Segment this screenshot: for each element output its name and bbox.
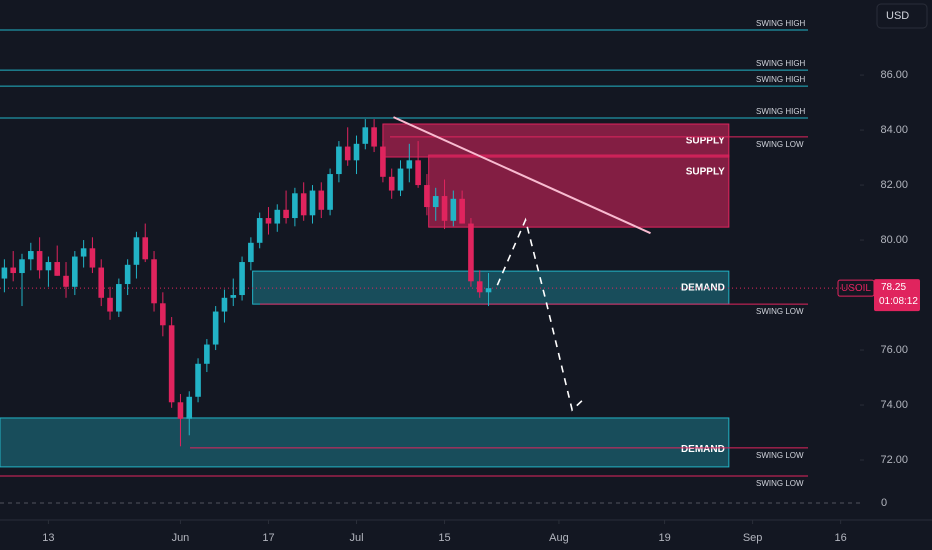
zone <box>382 123 730 158</box>
candle-body <box>441 196 448 221</box>
candle-body <box>300 193 307 216</box>
candle-body <box>344 146 351 161</box>
level-label: SWING LOW <box>756 451 804 460</box>
candle-body <box>485 288 492 293</box>
candle-body <box>274 209 281 224</box>
x-tick-label: Sep <box>743 532 763 544</box>
candle-body <box>248 242 254 263</box>
symbol-label: USOIL <box>841 283 871 294</box>
candle-body <box>36 251 43 271</box>
candle-body <box>72 256 78 287</box>
zone-label: DEMAND <box>681 444 725 455</box>
y-tick-label: 80.00 <box>880 234 908 246</box>
level-label: SWING LOW <box>756 307 804 316</box>
y-tick-label: 72.00 <box>880 454 908 466</box>
candle-body <box>116 284 122 312</box>
countdown-label: 01:08:12 <box>879 296 918 307</box>
price-label: 78.25 <box>881 282 906 293</box>
candle-body <box>160 303 166 326</box>
zone-label: DEMAND <box>681 282 725 293</box>
candle-body <box>151 259 157 304</box>
candle-body <box>221 297 228 312</box>
candle-body <box>28 251 34 260</box>
candle-body <box>450 198 457 221</box>
candle-body <box>168 325 175 403</box>
level-label: SWING LOW <box>756 479 804 488</box>
x-tick-label: Jul <box>349 532 363 544</box>
y-tick-label: 74.00 <box>880 399 908 411</box>
candle-body <box>239 262 245 296</box>
candle-body <box>265 218 272 224</box>
x-tick-label: 17 <box>262 532 274 544</box>
indicator-tick-label: 0 <box>881 497 887 509</box>
candle-body <box>424 185 430 208</box>
candle-body <box>177 402 184 419</box>
x-tick-label: Jun <box>172 532 190 544</box>
candle-body <box>133 237 140 265</box>
candle-body <box>195 363 201 397</box>
zone <box>428 154 730 228</box>
price-badge <box>874 279 920 312</box>
y-tick-label: 84.00 <box>880 124 908 136</box>
candle-body <box>415 160 421 186</box>
candle-body <box>353 143 360 161</box>
candle-body <box>476 281 483 293</box>
zone <box>252 270 730 305</box>
x-tick-label: 13 <box>42 532 54 544</box>
candle-body <box>212 311 219 345</box>
candle-body <box>256 218 263 243</box>
currency-button[interactable] <box>876 3 928 29</box>
currency-label[interactable]: USD <box>886 10 909 22</box>
candle-body <box>45 262 52 271</box>
candle-body <box>10 267 17 274</box>
candle-body <box>89 248 96 268</box>
candle-body <box>54 262 61 276</box>
candle-body <box>19 259 25 274</box>
candle-body <box>318 190 325 210</box>
candle-body <box>98 267 105 298</box>
y-tick-label: 86.00 <box>880 69 908 81</box>
candle-body <box>406 160 413 169</box>
candle-body <box>283 209 289 219</box>
level-label: SWING HIGH <box>756 107 806 116</box>
candle-body <box>186 396 193 419</box>
candle-body <box>107 297 113 312</box>
y-tick-label: 82.00 <box>880 179 908 191</box>
candle-body <box>362 127 369 144</box>
zone-label: SUPPLY <box>686 167 725 178</box>
candle-body <box>380 146 386 177</box>
candle-body <box>63 275 69 287</box>
candle-body <box>292 193 298 219</box>
candle-body <box>397 168 404 191</box>
x-tick-label: 16 <box>835 532 847 544</box>
candle-body <box>1 267 8 279</box>
x-tick-label: 19 <box>658 532 670 544</box>
candle-body <box>124 264 131 285</box>
level-label: SWING HIGH <box>756 19 806 28</box>
candle-body <box>327 174 333 210</box>
candle-body <box>371 127 377 147</box>
candle-body <box>309 190 316 216</box>
trendline <box>393 116 651 235</box>
candle-body <box>204 344 210 364</box>
x-tick-label: 15 <box>438 532 450 544</box>
candle-body <box>80 248 87 257</box>
candle-body <box>142 237 149 260</box>
level-label: SWING LOW <box>756 140 804 149</box>
level-label: SWING HIGH <box>756 59 806 68</box>
candle-body <box>230 295 237 298</box>
candle-body <box>459 198 465 224</box>
y-tick-label: 76.00 <box>880 344 908 356</box>
candle-body <box>432 196 439 208</box>
zone-label: SUPPLY <box>686 136 725 147</box>
level-label: SWING HIGH <box>756 75 806 84</box>
candle-body <box>388 176 395 191</box>
candle-body <box>336 146 342 175</box>
candle-body <box>468 223 474 282</box>
x-tick-label: Aug <box>549 532 569 544</box>
zone <box>0 417 730 468</box>
